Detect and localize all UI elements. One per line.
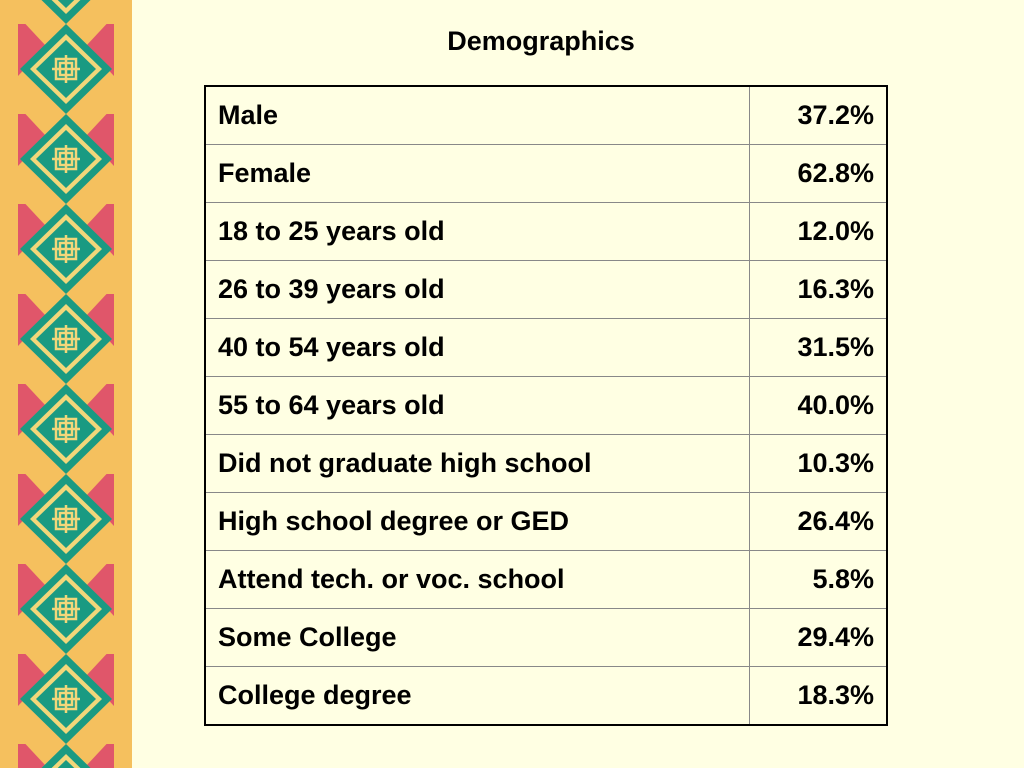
row-label: High school degree or GED — [204, 492, 750, 551]
row-label: Did not graduate high school — [204, 434, 750, 493]
row-label: 18 to 25 years old — [204, 202, 750, 261]
row-label: Male — [204, 85, 750, 145]
table-row: 55 to 64 years old 40.0% — [204, 376, 888, 435]
table-row: Attend tech. or voc. school 5.8% — [204, 550, 888, 609]
table-row: 18 to 25 years old 12.0% — [204, 202, 888, 261]
row-value: 29.4% — [749, 608, 888, 667]
table-row: High school degree or GED 26.4% — [204, 492, 888, 551]
table-row: Female 62.8% — [204, 144, 888, 203]
row-label: 26 to 39 years old — [204, 260, 750, 319]
title: Demographics — [447, 26, 635, 56]
row-value: 10.3% — [749, 434, 888, 493]
table-row: Male 37.2% — [204, 85, 888, 145]
decorative-border — [0, 0, 132, 768]
pattern-fill — [0, 0, 132, 768]
row-value: 12.0% — [749, 202, 888, 261]
row-value: 18.3% — [749, 666, 888, 726]
row-value: 62.8% — [749, 144, 888, 203]
demographics-table: Male 37.2% Female 62.8% 18 to 25 years old 12… — [204, 85, 888, 726]
row-label: College degree — [204, 666, 750, 726]
table-row: 26 to 39 years old 16.3% — [204, 260, 888, 319]
row-value: 16.3% — [749, 260, 888, 319]
row-label: 55 to 64 years old — [204, 376, 750, 435]
row-value: 37.2% — [749, 85, 888, 145]
table-row: 40 to 54 years old 31.5% — [204, 318, 888, 377]
row-label: 40 to 54 years old — [204, 318, 750, 377]
table-row: College degree 18.3% — [204, 666, 888, 726]
table-row: Some College 29.4% — [204, 608, 888, 667]
row-value: 40.0% — [749, 376, 888, 435]
table-row: Did not graduate high school 10.3% — [204, 434, 888, 493]
row-label: Some College — [204, 608, 750, 667]
row-label: Female — [204, 144, 750, 203]
row-value: 31.5% — [749, 318, 888, 377]
row-value: 26.4% — [749, 492, 888, 551]
row-label: Attend tech. or voc. school — [204, 550, 750, 609]
row-value: 5.8% — [749, 550, 888, 609]
